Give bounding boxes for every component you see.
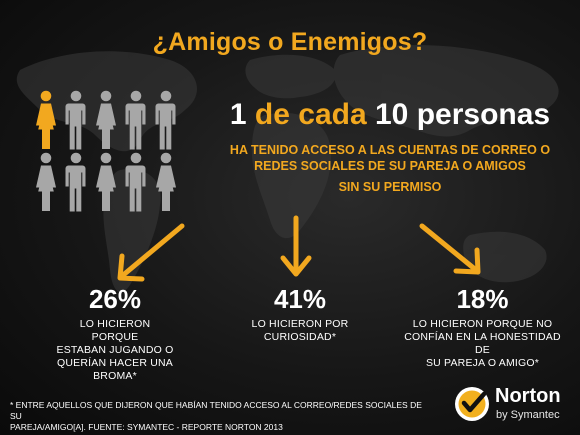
- stat-line: SU PAREJA O AMIGO*: [425, 357, 540, 369]
- page-title: ¿Amigos o Enemigos?: [152, 28, 428, 56]
- stat-description: LO HICIERON PORQUE ESTABAN JUGANDO O QUE…: [55, 318, 175, 383]
- footnote-line: * ENTRE AQUELLOS QUE DIJERON QUE HABÍAN …: [10, 400, 422, 421]
- headline: 1 de cada 10 personas: [200, 98, 580, 132]
- stat-line: LO HICIERON POR: [251, 318, 349, 330]
- checkmark-icon: [455, 387, 489, 421]
- stat-18: 18% LO HICIERON PORQUE NO CONFÍAN EN LA …: [400, 285, 565, 370]
- headline-total: 10 personas: [375, 98, 551, 131]
- stat-26: 26% LO HICIERON PORQUE ESTABAN JUGANDO O…: [55, 285, 175, 383]
- stat-line: BROMA*: [93, 370, 137, 382]
- arrow-down-left-icon: [117, 223, 185, 282]
- arrow-down-right-icon: [419, 223, 481, 275]
- stat-line: ESTABAN JUGANDO O: [56, 344, 174, 356]
- footnote: * ENTRE AQUELLOS QUE DIJERON QUE HABÍAN …: [10, 400, 430, 433]
- arrow-down-icon: [280, 215, 312, 277]
- stat-value: 41%: [273, 284, 327, 314]
- norton-logo: Norton by Symantec: [452, 382, 577, 428]
- stat-41: 41% LO HICIERON POR CURIOSIDAD*: [240, 285, 360, 344]
- subheadline-line: REDES SOCIALES DE SU PAREJA O AMIGOS: [254, 159, 526, 173]
- subheadline-line: HA TENIDO ACCESO A LAS CUENTAS DE CORREO…: [229, 143, 551, 157]
- headline-number: 1: [229, 98, 247, 131]
- stat-value: 26%: [88, 284, 142, 314]
- brand-name: Norton: [495, 385, 561, 407]
- stat-line: CONFÍAN EN LA HONESTIDAD DE: [404, 331, 561, 356]
- stat-line: LO HICIERON PORQUE NO: [412, 318, 553, 330]
- stat-value: 18%: [456, 284, 509, 314]
- stat-description: LO HICIERON PORQUE NO CONFÍAN EN LA HONE…: [400, 318, 565, 370]
- stat-description: LO HICIERON POR CURIOSIDAD*: [240, 318, 360, 344]
- subheadline-line: SIN SU PERMISO: [338, 180, 442, 194]
- stat-line: LO HICIERON PORQUE: [79, 318, 151, 343]
- brand-byline: by Symantec: [496, 409, 560, 421]
- footnote-line: PAREJA/AMIGO[A]. FUENTE: SYMANTEC - REPO…: [10, 422, 283, 432]
- stat-line: QUERÍAN HACER UNA: [57, 357, 173, 369]
- subheadline: HA TENIDO ACCESO A LAS CUENTAS DE CORREO…: [210, 142, 570, 195]
- stat-line: CURIOSIDAD*: [263, 331, 337, 343]
- headline-connector: de cada: [254, 98, 367, 131]
